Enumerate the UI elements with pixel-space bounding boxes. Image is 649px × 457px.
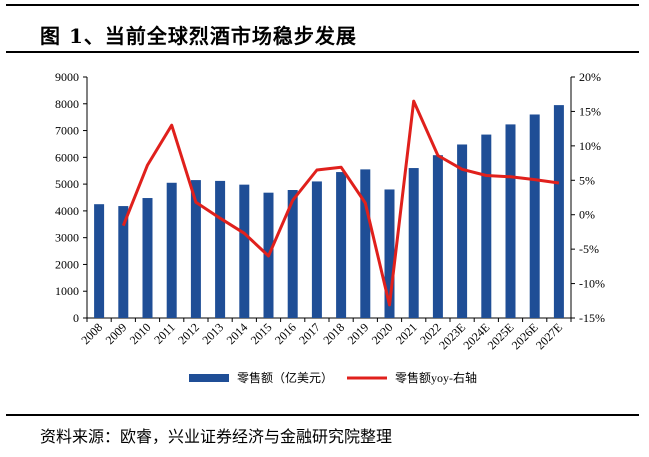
bar: [215, 180, 226, 318]
x-tick-label: 2019: [345, 320, 372, 347]
left-tick-label: 8000: [55, 97, 79, 111]
legend-bar-swatch: [189, 374, 229, 382]
bar: [481, 134, 492, 318]
x-tick-label: 2013: [199, 320, 226, 347]
bar: [336, 172, 347, 318]
bar: [432, 155, 443, 318]
bar: [384, 189, 395, 318]
chart-title: 图 1、当前全球烈酒市场稳步发展: [40, 24, 357, 48]
bar: [311, 181, 322, 318]
x-tick-label: 2008: [78, 320, 105, 347]
x-tick-label: 2016: [272, 320, 299, 347]
right-tick-label: 5%: [579, 173, 595, 187]
x-tick-label: 2017: [296, 320, 323, 347]
left-tick-label: 4000: [55, 204, 79, 218]
x-tick-label: 2023E: [436, 320, 468, 352]
x-tick-label: 2010: [127, 320, 154, 347]
x-tick-label: 2025E: [485, 320, 517, 352]
source-rule: [6, 414, 639, 416]
line-series: [121, 99, 560, 307]
right-tick-label: -15%: [579, 311, 605, 325]
legend: 零售额（亿美元） 零售额yoy-右轴: [189, 370, 477, 385]
bar: [529, 114, 540, 318]
left-tick-label: 0: [73, 311, 79, 325]
bar: [190, 180, 201, 318]
bar: [142, 198, 153, 318]
left-tick-label: 3000: [55, 231, 79, 245]
legend-line-label: 零售额yoy-右轴: [395, 370, 477, 385]
combo-chart: 0 1000 2000 3000 4000 5000 6000 7000 8000 9000 -15…: [55, 70, 605, 385]
x-tick-label: 2014: [224, 320, 251, 347]
bar: [239, 184, 250, 318]
x-tick-label: 2027E: [533, 320, 565, 352]
left-tick-label: 6000: [55, 150, 79, 164]
left-tick-label: 1000: [55, 284, 79, 298]
legend-bar-label: 零售额（亿美元）: [237, 370, 333, 385]
bar: [94, 204, 105, 318]
top-rule: [6, 4, 639, 6]
x-tick-label: 2020: [369, 320, 396, 347]
left-tick-label: 7000: [55, 124, 79, 138]
right-tick-label: -5%: [579, 242, 599, 256]
right-tick-label: 20%: [579, 70, 601, 84]
bar: [505, 124, 516, 318]
x-tick-label: 2011: [151, 320, 178, 347]
yoy-line: [121, 99, 560, 307]
bar: [166, 182, 177, 318]
bar: [287, 190, 298, 318]
right-tick-label: -10%: [579, 277, 605, 291]
x-axis-labels: 2008200920102011201220132014201520162017…: [78, 320, 565, 352]
x-tick-label: 2026E: [509, 320, 541, 352]
x-tick-label: 2021: [393, 320, 420, 347]
bar: [457, 144, 468, 318]
x-tick-label: 2015: [248, 320, 275, 347]
right-tick-label: 10%: [579, 139, 601, 153]
right-tick-label: 0%: [579, 208, 595, 222]
left-tick-label: 2000: [55, 257, 79, 271]
bar: [553, 105, 564, 318]
left-tick-label: 5000: [55, 177, 79, 191]
x-tick-label: 2009: [103, 320, 130, 347]
x-tick-label: 2024E: [460, 320, 492, 352]
bar: [408, 168, 419, 318]
title-underline: [6, 51, 639, 53]
source-note: 资料来源：欧睿，兴业证券经济与金融研究院整理: [40, 427, 393, 446]
right-tick-label: 15%: [579, 104, 601, 118]
x-tick-label: 2018: [320, 320, 347, 347]
bar: [118, 206, 129, 318]
left-tick-label: 9000: [55, 70, 79, 84]
x-tick-label: 2012: [175, 320, 202, 347]
chart-axes: 0 1000 2000 3000 4000 5000 6000 7000 8000 9000 -15…: [55, 70, 605, 325]
bar: [360, 169, 371, 318]
